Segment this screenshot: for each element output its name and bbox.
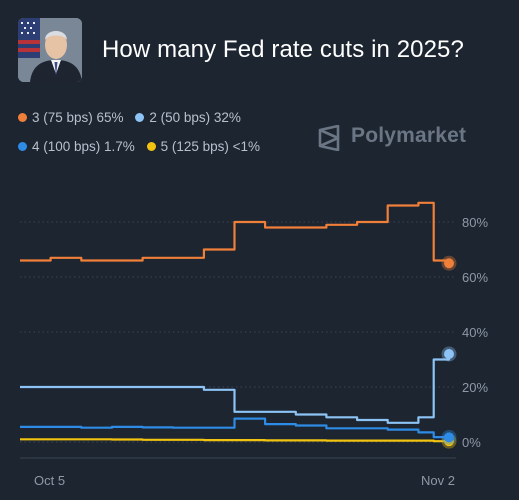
polymarket-logo-icon <box>318 125 340 151</box>
series-line-2-50-bps- <box>20 354 451 424</box>
legend-dot <box>135 113 145 122</box>
series-line-5-125-bps- <box>20 438 449 443</box>
series-line-3-75-bps- <box>20 201 451 264</box>
y-tick-label: 60% <box>462 270 488 285</box>
legend-item-5-cuts[interactable]: 5 (125 bps) <1% <box>146 139 261 154</box>
y-tick-label: 40% <box>462 325 488 340</box>
endpoint-marker <box>444 349 454 359</box>
legend-item-4-cuts[interactable]: 4 (100 bps) 1.7% <box>18 139 135 154</box>
brand-name: Polymarket <box>351 124 467 147</box>
legend-label: 2 (50 bps) 32% <box>149 110 241 125</box>
y-tick-label: 80% <box>462 215 488 230</box>
legend-dot <box>146 142 156 151</box>
series-line-4-100-bps- <box>20 417 451 439</box>
legend-row: 4 (100 bps) 1.7% 5 (125 bps) <1% <box>18 139 318 159</box>
legend-item-2-cuts[interactable]: 2 (50 bps) 32% <box>135 110 241 125</box>
chart-legend: 3 (75 bps) 65% 2 (50 bps) 32% 4 (100 bps… <box>18 110 318 168</box>
legend-dot <box>18 113 27 122</box>
avatar <box>18 18 82 82</box>
legend-label: 5 (125 bps) <1% <box>160 139 261 154</box>
legend-label: 3 (75 bps) 65% <box>32 110 124 125</box>
endpoint-marker <box>444 432 454 443</box>
y-tick-label: 0% <box>462 435 481 450</box>
fed-chair-portrait-icon <box>18 18 82 82</box>
x-tick-label: Oct 5 <box>34 473 65 488</box>
legend-dot <box>18 142 27 151</box>
legend-row: 3 (75 bps) 65% 2 (50 bps) 32% <box>18 110 318 130</box>
legend-item-3-cuts[interactable]: 3 (75 bps) 65% <box>18 110 124 125</box>
page-title: How many Fed rate cuts in 2025? <box>102 36 464 63</box>
x-tick-label: Nov 2 <box>421 473 455 488</box>
legend-label: 4 (100 bps) 1.7% <box>32 139 135 154</box>
y-tick-label: 20% <box>462 380 488 395</box>
chart-header: How many Fed rate cuts in 2025? <box>18 18 508 84</box>
endpoint-marker <box>444 258 454 269</box>
